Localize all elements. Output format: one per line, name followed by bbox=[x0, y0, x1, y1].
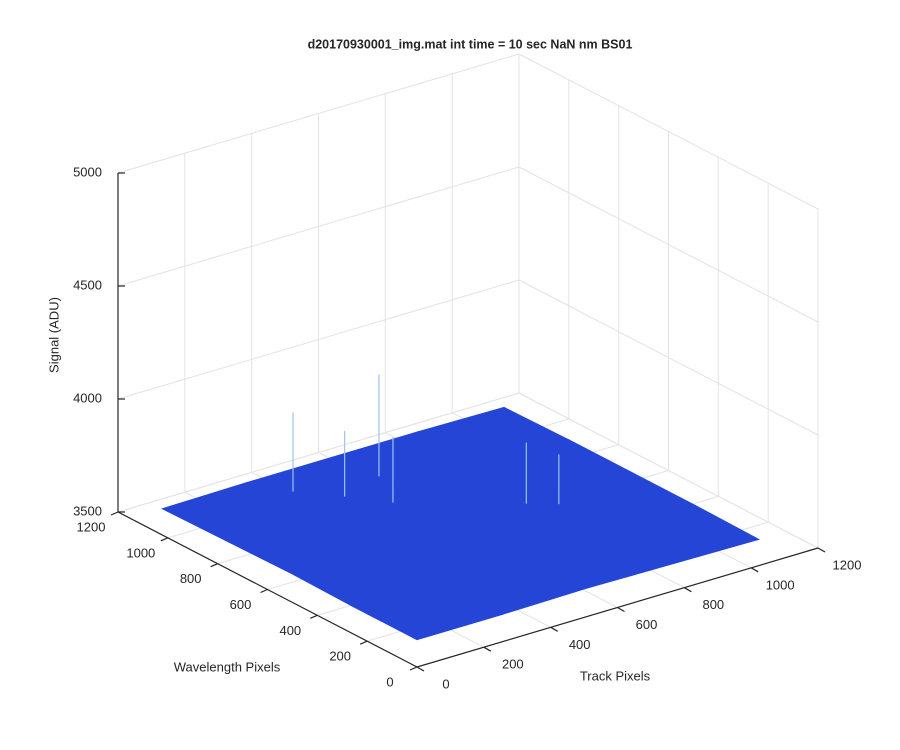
x-tick-label: 1000 bbox=[766, 577, 795, 592]
grid-line bbox=[117, 279, 520, 400]
x-tick bbox=[483, 646, 492, 652]
x-tick bbox=[550, 626, 558, 632]
y-tick bbox=[260, 588, 268, 594]
x-tick bbox=[684, 587, 692, 593]
x-tick-label: 1200 bbox=[833, 557, 862, 572]
grid-line bbox=[518, 392, 819, 549]
surface-patch bbox=[352, 579, 504, 641]
x-tick bbox=[817, 547, 826, 553]
grid-line bbox=[117, 392, 520, 513]
y-tick bbox=[160, 537, 169, 542]
x-tick bbox=[416, 666, 425, 672]
y-tick bbox=[359, 640, 368, 645]
x-tick bbox=[617, 606, 625, 613]
y-tick bbox=[310, 614, 318, 619]
grid-line bbox=[117, 53, 520, 174]
grid-line bbox=[518, 53, 819, 210]
grid-line bbox=[518, 166, 819, 323]
y-tick bbox=[110, 511, 119, 516]
z-tick-label: 4000 bbox=[73, 390, 102, 405]
grid-line bbox=[518, 279, 819, 436]
y-tick-label: 0 bbox=[386, 674, 393, 689]
z-tick-label: 3500 bbox=[73, 503, 102, 518]
y-tick-label: 1000 bbox=[126, 545, 155, 560]
x-tick-label: 800 bbox=[702, 597, 724, 612]
y-axis-label: Wavelength Pixels bbox=[174, 659, 281, 674]
y-tick-label: 1200 bbox=[77, 519, 106, 534]
y-tick-label: 200 bbox=[329, 649, 351, 664]
y-tick-label: 600 bbox=[230, 597, 252, 612]
y-tick-label: 800 bbox=[180, 571, 202, 586]
z-tick-label: 4500 bbox=[73, 277, 102, 292]
x-tick-label: 200 bbox=[502, 657, 524, 672]
x-tick-label: 0 bbox=[442, 676, 449, 691]
x-axis-label: Track Pixels bbox=[580, 668, 651, 683]
z-tick-label: 5000 bbox=[73, 164, 102, 179]
y-tick bbox=[210, 563, 218, 568]
chart-title: d20170930001_img.mat int time = 10 sec N… bbox=[308, 37, 633, 51]
x-tick-label: 400 bbox=[569, 637, 591, 652]
grid-line bbox=[117, 166, 520, 287]
z-axis-label: Signal (ADU) bbox=[46, 297, 61, 373]
x-tick-label: 600 bbox=[636, 617, 658, 632]
y-tick-label: 400 bbox=[279, 623, 301, 638]
x-tick bbox=[750, 567, 759, 573]
y-tick bbox=[409, 666, 418, 671]
